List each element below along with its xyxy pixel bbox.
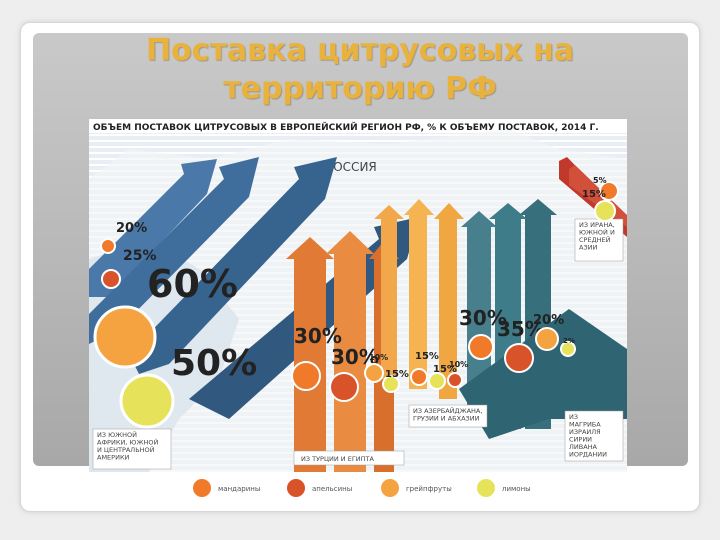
lemon-icon [594,200,616,222]
label-maghreb-text-line: ЛИВАНА [569,443,598,451]
arrows-maghreb-israel [459,199,627,439]
grapefruit-icon [364,363,384,383]
data-label-tr-grapefruits: 10% [369,353,388,362]
label-maghreb-text-line: ИЗРАИЛЯ [569,428,601,436]
legend-label-lemons: лимоны [502,485,531,493]
fruit-markers: 20% 25% 60% 50% 30% 30% 10% 15% 15% 10% … [93,176,619,429]
label-south-africa-text-line: И ЦЕНТРАЛЬНОЙ [97,445,155,454]
label-azerbaijan-text: ИЗ АЗЕРБАЙДЖАНА, ГРУЗИИ И АБХАЗИИ [413,406,482,423]
lemon-icon [382,375,400,393]
data-label-sa-mandarins: 20% [116,221,147,236]
legend-item-lemons: лимоны [475,477,531,499]
label-maghreb-text-line: МАГРИБА [569,421,601,429]
label-maghreb-text: ИЗ МАГРИБА ИЗРАИЛЯ СИРИИ ЛИВАНА ИОРДАНИИ [569,413,607,459]
data-label-mg-grapefruits: 20% [533,313,564,328]
label-south-africa-text-line: ИЗ ЮЖНОЙ [97,430,137,439]
orange-icon [101,269,121,289]
data-label-mg-mandarins: 30% [459,306,507,330]
slide-title-line-1: Поставка цитрусовых на [145,33,575,68]
chart-title: ОБЪЕМ ПОСТАВОК ЦИТРУСОВЫХ В ЕВРОПЕЙСКИЙ … [93,121,599,133]
label-turkey-text: ИЗ ТУРЦИИ И ЕГИПТА [301,455,375,463]
lemon-icon [428,372,446,390]
mandarin-icon [599,181,619,201]
label-south-africa-americas: ИЗ ЮЖНОЙ АФРИКИ, ЮЖНОЙ И ЦЕНТРАЛЬНОЙ АМЕРИК… [92,428,172,470]
label-turkey-egypt: ИЗ ТУРЦИИ И ЕГИПТА [293,450,405,466]
data-label-sa-grapefruits: 60% [147,262,238,306]
mandarin-icon [191,477,213,499]
label-iran-text-line: ЮЖНОЙ И [579,228,615,237]
legend-item-mandarins: мандарины [191,477,260,499]
orange-icon [285,477,307,499]
label-south-africa-text: ИЗ ЮЖНОЙ АФРИКИ, ЮЖНОЙ И ЦЕНТРАЛЬНОЙ АМЕРИК… [97,430,158,462]
label-south-africa-text-line: АФРИКИ, ЮЖНОЙ [97,438,158,447]
map-label: РОССИЯ [326,160,377,174]
data-label-ir-mandarins: 5% [593,176,607,185]
legend-label-mandarins: мандарины [218,485,260,493]
data-label-az-oranges: 10% [449,360,468,369]
label-iran-text-line: ИЗ ИРАНА, [579,221,615,229]
lemon-icon [119,373,175,429]
infographic: ОБЪЕМ ПОСТАВОК ЦИТРУСОВЫХ В ЕВРОПЕЙСКИЙ … [89,119,627,472]
grapefruit-icon [535,327,559,351]
data-label-az-lemons: 15% [433,364,457,375]
label-iran-text: ИЗ ИРАНА, ЮЖНОЙ И СРЕДНЕЙ АЗИИ [579,221,615,252]
orange-icon [504,343,534,373]
data-label-ir-oranges: 15% [582,189,606,200]
grapefruit-icon [379,477,401,499]
legend: мандарины апельсины грейпфруты лимоны [191,477,531,499]
mandarin-icon [410,368,428,386]
slide-title: Поставка цитрусовых на территорию РФ [60,32,660,108]
grapefruit-icon [93,305,157,369]
label-iran-text-line: АЗИИ [579,244,597,252]
label-iran-asia: ИЗ ИРАНА, ЮЖНОЙ И СРЕДНЕЙ АЗИИ [574,218,624,262]
mandarin-icon [291,361,321,391]
data-label-sa-oranges: 25% [123,248,157,264]
label-azerbaijan-text-line: ИЗ АЗЕРБАЙДЖАНА, [413,406,482,415]
label-maghreb-text-line: ИОРДАНИИ [569,451,607,459]
legend-label-grapefruits: грейпфруты [406,485,452,493]
mandarin-icon [468,334,494,360]
slide-title-line-2: территорию РФ [223,71,497,106]
data-label-az-mandarins: 15% [415,351,439,362]
label-azerbaijan-georgia: ИЗ АЗЕРБАЙДЖАНА, ГРУЗИИ И АБХАЗИИ [408,404,488,428]
label-azerbaijan-text-line: ГРУЗИИ И АБХАЗИИ [413,415,480,423]
lemon-icon [475,477,497,499]
data-label-tr-lemons: 15% [385,369,409,380]
mandarin-icon [100,238,116,254]
legend-item-oranges: апельсины [285,477,352,499]
label-iran-text-line: СРЕДНЕЙ [579,235,611,244]
label-maghreb-israel: ИЗ МАГРИБА ИЗРАИЛЯ СИРИИ ЛИВАНА ИОРДАНИИ [564,410,624,462]
data-label-sa-lemons: 50% [171,343,257,384]
lemon-icon [560,341,576,357]
arrows-azerbaijan-georgia [374,199,464,399]
label-south-africa-text-line: АМЕРИКИ [97,454,130,462]
label-maghreb-text-line: СИРИИ [569,436,592,444]
legend-label-oranges: апельсины [312,485,352,493]
label-maghreb-text-line: ИЗ [569,413,578,421]
data-label-tr-mandarins: 30% [294,324,342,348]
data-label-mg-lemons: 2% [563,337,575,345]
orange-icon [447,372,463,388]
label-turkey-text-line: ИЗ ТУРЦИИ И ЕГИПТА [301,455,375,463]
legend-item-grapefruits: грейпфруты [379,477,452,499]
orange-icon [329,372,359,402]
